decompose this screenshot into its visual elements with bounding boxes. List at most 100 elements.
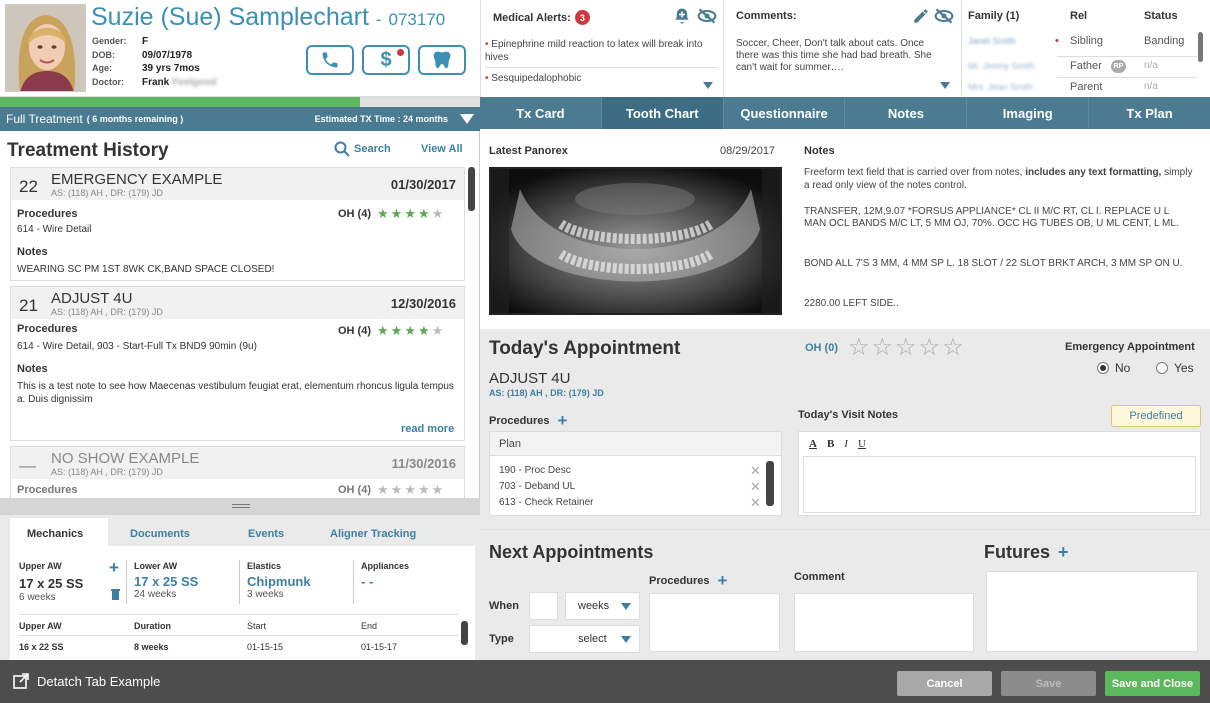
family-member-name[interactable]: Mrs. Jean Smith bbox=[968, 82, 1034, 92]
italic-icon[interactable]: I bbox=[844, 438, 848, 450]
star-filled-icon: ★ bbox=[377, 206, 391, 221]
dental-button[interactable] bbox=[418, 45, 466, 75]
tab-tx-card[interactable]: Tx Card bbox=[480, 97, 602, 129]
family-scrollbar[interactable] bbox=[1198, 32, 1203, 62]
remove-plan-item-icon[interactable]: ✕ bbox=[750, 495, 761, 510]
detach-tab-button[interactable]: Detatch Tab Example bbox=[13, 673, 160, 689]
star-empty-icon: ★ bbox=[390, 482, 405, 497]
remove-plan-item-icon[interactable]: ✕ bbox=[750, 479, 761, 494]
lower-aw-value[interactable]: 17 x 25 SS bbox=[134, 574, 199, 589]
add-future-icon[interactable]: + bbox=[1058, 542, 1069, 562]
underline-icon[interactable]: U bbox=[857, 438, 866, 450]
patient-name-line: Suzie (Sue) Samplechart - 073170 bbox=[91, 3, 445, 32]
tab-tooth-chart[interactable]: Tooth Chart bbox=[601, 97, 724, 129]
today-appointment-sub: AS: (118) AH , DR: (179) JD bbox=[489, 388, 604, 398]
entry-date: 12/30/2016 bbox=[390, 296, 456, 311]
panel-splitter[interactable] bbox=[0, 498, 480, 515]
cancel-button[interactable]: Cancel bbox=[897, 671, 992, 696]
star-empty-icon[interactable]: ☆ bbox=[871, 334, 896, 361]
patient-photo[interactable] bbox=[5, 4, 86, 92]
tab-events[interactable]: Events bbox=[248, 528, 285, 540]
star-empty-icon: ★ bbox=[431, 482, 446, 497]
medical-alert-item: • Sesquipedalophobic bbox=[485, 73, 582, 84]
emergency-yes-radio[interactable]: Yes bbox=[1156, 361, 1194, 375]
next-comment-box[interactable] bbox=[794, 593, 974, 652]
entry-procedure-text: 614 - Wire Detail, 903 - Start-Full Tx B… bbox=[17, 341, 257, 352]
star-empty-icon: ★ bbox=[431, 323, 446, 338]
treatment-bar[interactable]: Full Treatment ( 6 months remaining ) Es… bbox=[0, 107, 480, 131]
billing-button[interactable]: $ bbox=[362, 45, 410, 75]
history-cell: 01-15-17 bbox=[361, 642, 398, 652]
star-empty-icon[interactable]: ☆ bbox=[918, 334, 943, 361]
phone-button[interactable] bbox=[306, 45, 354, 75]
history-entry[interactable]: 22 EMERGENCY EXAMPLE AS: (118) AH , DR: … bbox=[10, 167, 465, 281]
when-unit-select[interactable]: weeks bbox=[565, 592, 640, 620]
comment-label: Comment bbox=[794, 571, 845, 583]
history-search-button[interactable]: Search bbox=[334, 141, 391, 157]
add-alert-icon[interactable] bbox=[673, 7, 691, 25]
entry-number: — bbox=[19, 456, 36, 475]
panorex-xray-image[interactable] bbox=[489, 167, 782, 315]
today-rating-stars[interactable]: ☆☆☆☆☆ bbox=[848, 333, 966, 362]
tab-documents[interactable]: Documents bbox=[130, 528, 190, 540]
view-all-link[interactable]: View All bbox=[421, 143, 463, 155]
save-button[interactable]: Save bbox=[1001, 671, 1096, 696]
next-procedures-box[interactable] bbox=[649, 593, 780, 652]
format-toolbar: A B I U bbox=[809, 438, 866, 450]
history-scrollbar[interactable] bbox=[468, 167, 475, 211]
lower-aw-label: Lower AW bbox=[134, 561, 178, 571]
edit-comment-icon[interactable] bbox=[912, 7, 930, 25]
visit-notes-input[interactable] bbox=[803, 456, 1196, 513]
type-select[interactable]: select bbox=[529, 625, 640, 653]
history-entry[interactable]: 21 ADJUST 4U AS: (118) AH , DR: (179) JD… bbox=[10, 286, 465, 441]
tab-notes[interactable]: Notes bbox=[845, 97, 968, 129]
star-empty-icon[interactable]: ☆ bbox=[942, 334, 966, 361]
tab-aligner-tracking[interactable]: Aligner Tracking bbox=[330, 528, 417, 540]
notes-intro-text: Freeform text field that is carried over… bbox=[804, 167, 1026, 178]
hide-comments-icon[interactable] bbox=[934, 7, 954, 25]
save-and-close-button[interactable]: Save and Close bbox=[1105, 671, 1200, 696]
emergency-no-label: No bbox=[1115, 361, 1131, 375]
today-appointment-name: ADJUST 4U bbox=[489, 370, 571, 387]
caret-down-icon bbox=[621, 602, 631, 610]
tab-tx-plan[interactable]: Tx Plan bbox=[1126, 105, 1173, 121]
star-empty-icon[interactable]: ☆ bbox=[848, 334, 872, 361]
history-col-header: Upper AW bbox=[19, 621, 62, 631]
bold-icon[interactable]: B bbox=[826, 438, 835, 450]
add-next-procedure-icon[interactable]: + bbox=[717, 571, 728, 590]
font-color-icon[interactable]: A bbox=[809, 438, 817, 450]
tab-imaging[interactable]: Imaging bbox=[967, 97, 1090, 129]
elastics-value[interactable]: Chipmunk bbox=[247, 574, 311, 589]
star-empty-icon[interactable]: ☆ bbox=[895, 334, 919, 361]
predefined-button[interactable]: Predefined bbox=[1111, 405, 1201, 427]
star-filled-icon: ★ bbox=[390, 206, 405, 221]
doctor-label: Doctor: bbox=[92, 76, 124, 87]
add-procedure-icon[interactable]: + bbox=[557, 411, 568, 430]
caret-down-icon[interactable] bbox=[703, 82, 713, 89]
remove-plan-item-icon[interactable]: ✕ bbox=[750, 463, 761, 478]
add-icon[interactable]: + bbox=[109, 558, 119, 577]
read-more-link[interactable]: read more bbox=[401, 423, 455, 435]
family-member-name[interactable]: Janet Smith bbox=[968, 36, 1016, 46]
appliances-value[interactable]: - - bbox=[361, 574, 374, 589]
when-input[interactable] bbox=[529, 592, 558, 620]
when-unit-value: weeks bbox=[578, 600, 610, 612]
trash-icon[interactable] bbox=[111, 588, 120, 600]
visit-notes-editor[interactable]: A B I U bbox=[798, 431, 1201, 516]
entry-rating-stars: ★★★★★ bbox=[377, 323, 445, 339]
tab-questionnaire[interactable]: Questionnaire bbox=[724, 97, 846, 129]
hide-alerts-icon[interactable] bbox=[697, 7, 717, 25]
age-label: Age: bbox=[92, 63, 112, 73]
caret-down-icon[interactable] bbox=[940, 82, 950, 89]
futures-box[interactable] bbox=[986, 571, 1198, 652]
plan-scrollbar[interactable] bbox=[766, 461, 774, 506]
chevron-down-icon[interactable] bbox=[460, 114, 474, 124]
history-cell: 01-15-15 bbox=[247, 642, 284, 652]
entry-subtitle: AS: (118) AH , DR: (179) JD bbox=[51, 467, 163, 477]
futures-title: Futures bbox=[984, 542, 1051, 562]
history-entry[interactable]: — NO SHOW EXAMPLE AS: (118) AH , DR: (17… bbox=[10, 446, 465, 498]
family-member-name[interactable]: Mr. Jimmy Smith bbox=[968, 61, 1035, 71]
tab-mechanics[interactable]: Mechanics bbox=[27, 528, 84, 540]
emergency-no-radio[interactable]: No bbox=[1097, 361, 1130, 375]
mechanics-scrollbar[interactable] bbox=[461, 621, 468, 645]
